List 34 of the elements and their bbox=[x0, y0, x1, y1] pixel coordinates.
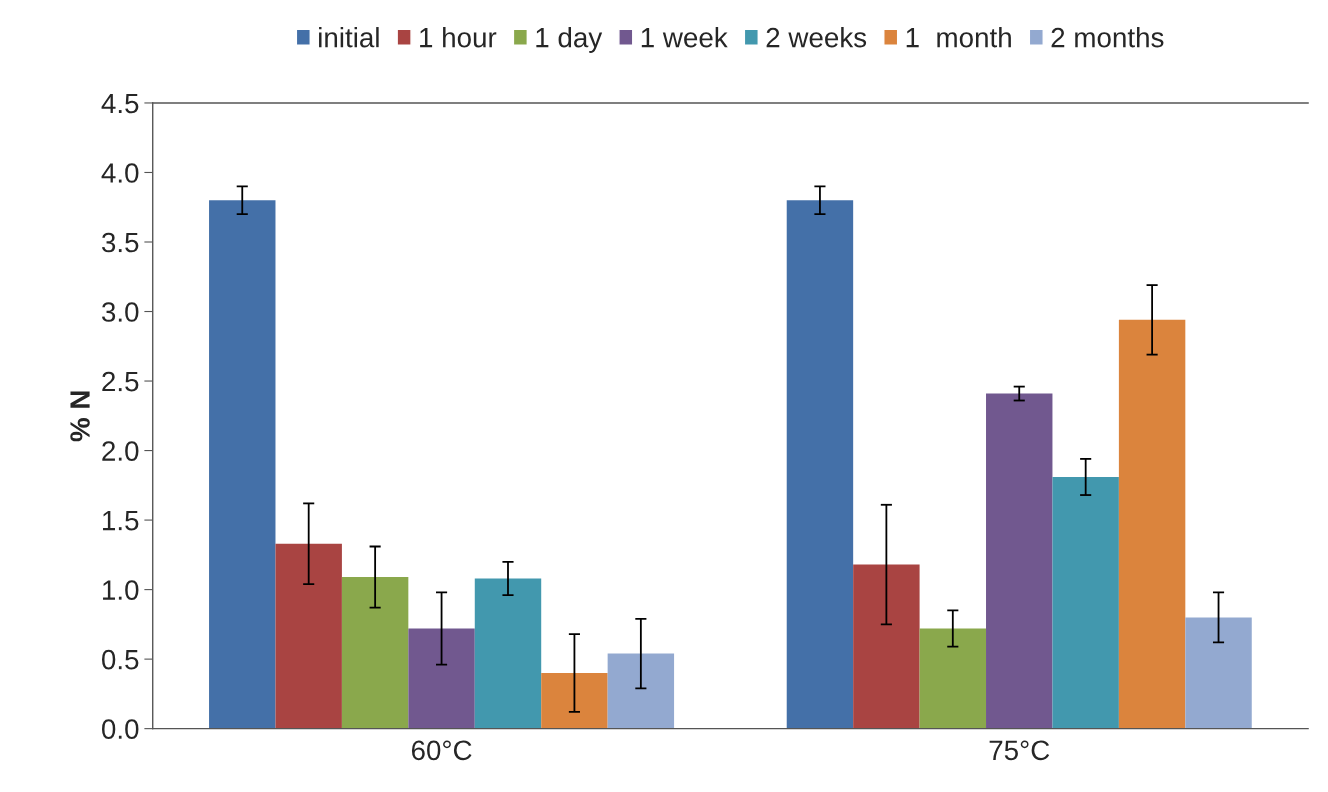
bar bbox=[786, 200, 854, 729]
bar bbox=[986, 393, 1053, 729]
bar bbox=[1118, 319, 1186, 729]
bar bbox=[541, 673, 608, 729]
y-axis-title: % N bbox=[70, 391, 90, 442]
x-tick-label: 75°C bbox=[989, 740, 1050, 761]
bar bbox=[1052, 476, 1119, 729]
legend-label: 1 hour bbox=[420, 27, 497, 48]
legend-label: 1 month bbox=[906, 27, 1011, 48]
bar bbox=[408, 628, 475, 729]
bar bbox=[341, 577, 409, 729]
bar bbox=[275, 543, 342, 729]
bar bbox=[607, 653, 675, 729]
y-tick-label: 0.0 bbox=[102, 719, 139, 739]
y-tick-label: 3.5 bbox=[101, 232, 139, 253]
y-tick-label: 4.0 bbox=[101, 163, 139, 183]
bar bbox=[209, 200, 276, 729]
bar bbox=[919, 628, 987, 729]
bar bbox=[474, 578, 542, 729]
bar bbox=[1185, 617, 1252, 729]
y-tick-label: 2.0 bbox=[102, 441, 139, 461]
legend-label: 2 months bbox=[1051, 27, 1164, 48]
legend-label: initial bbox=[319, 27, 379, 48]
y-tick-label: 4.5 bbox=[101, 93, 139, 114]
y-tick-label: 1.0 bbox=[103, 580, 139, 600]
y-tick-label: 3.0 bbox=[101, 302, 139, 322]
legend-label: 1 week bbox=[641, 27, 728, 48]
y-tick-label: 2.5 bbox=[102, 371, 139, 392]
y-tick-label: 0.5 bbox=[102, 649, 139, 670]
legend-label: 2 weeks bbox=[766, 27, 867, 48]
legend-label: 1 day bbox=[536, 27, 603, 53]
y-tick-label: 1.5 bbox=[103, 511, 139, 531]
bar bbox=[853, 564, 920, 729]
x-tick-label: 60°C bbox=[411, 740, 472, 761]
